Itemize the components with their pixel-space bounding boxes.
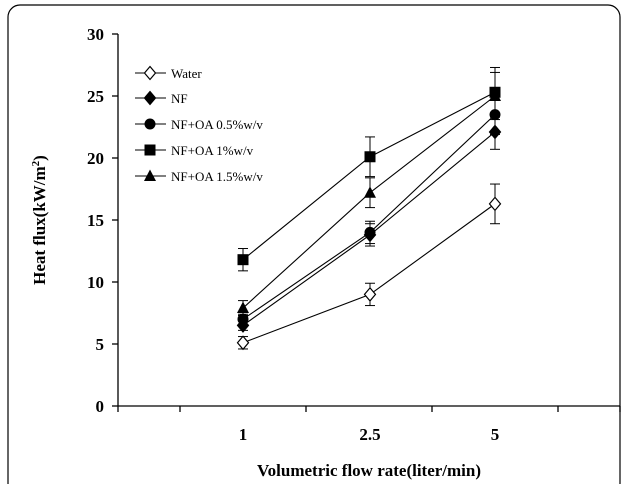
legend-item: NF <box>135 90 188 106</box>
data-point <box>237 254 249 266</box>
y-axis-title: Heat flux(kW/m2) <box>30 155 49 285</box>
data-point <box>237 313 249 325</box>
y-tick-label: 15 <box>87 211 104 230</box>
y-axis-title-main: Heat flux(kW/m <box>30 166 49 285</box>
data-point <box>144 169 156 181</box>
series-line <box>242 95 496 309</box>
legend-item: Water <box>135 65 202 81</box>
chart-border <box>7 4 621 489</box>
data-point <box>364 186 376 198</box>
data-point <box>237 301 249 314</box>
data-point <box>363 286 377 302</box>
legend-item: NF+OA 1.5%w/v <box>135 169 263 184</box>
data-point <box>144 118 156 130</box>
legend-label: NF <box>171 91 188 106</box>
legend-label: Water <box>171 66 202 81</box>
data-point <box>364 151 376 163</box>
y-tick-label: 0 <box>96 397 105 416</box>
series-4 <box>237 71 501 316</box>
data-point <box>488 196 502 212</box>
x-tick-label: 2.5 <box>359 425 380 444</box>
y-tick-label: 5 <box>96 335 105 354</box>
series-0 <box>236 183 502 351</box>
legend-label: NF+OA 0.5%w/v <box>171 117 263 132</box>
data-point <box>364 226 376 238</box>
x-tick-label: 5 <box>491 425 500 444</box>
y-axis-title-sup: 2 <box>30 160 42 166</box>
x-tick-label: 1 <box>239 425 248 444</box>
data-point <box>143 65 157 81</box>
x-axis-title: Volumetric flow rate(liter/min) <box>257 461 481 480</box>
legend-item: NF+OA 0.5%w/v <box>135 117 263 132</box>
data-point <box>143 90 157 106</box>
legend-item: NF+OA 1%w/v <box>135 143 254 158</box>
data-point <box>489 89 501 101</box>
legend-label: NF+OA 1%w/v <box>171 143 254 158</box>
y-tick-label: 25 <box>87 87 104 106</box>
y-tick-label: 20 <box>87 149 104 168</box>
y-tick-label: 10 <box>87 273 104 292</box>
data-point <box>144 144 156 156</box>
data-point <box>236 335 250 351</box>
legend-label: NF+OA 1.5%w/v <box>171 169 263 184</box>
y-axis-title-tail: ) <box>30 155 49 161</box>
y-tick-label: 30 <box>87 25 104 44</box>
